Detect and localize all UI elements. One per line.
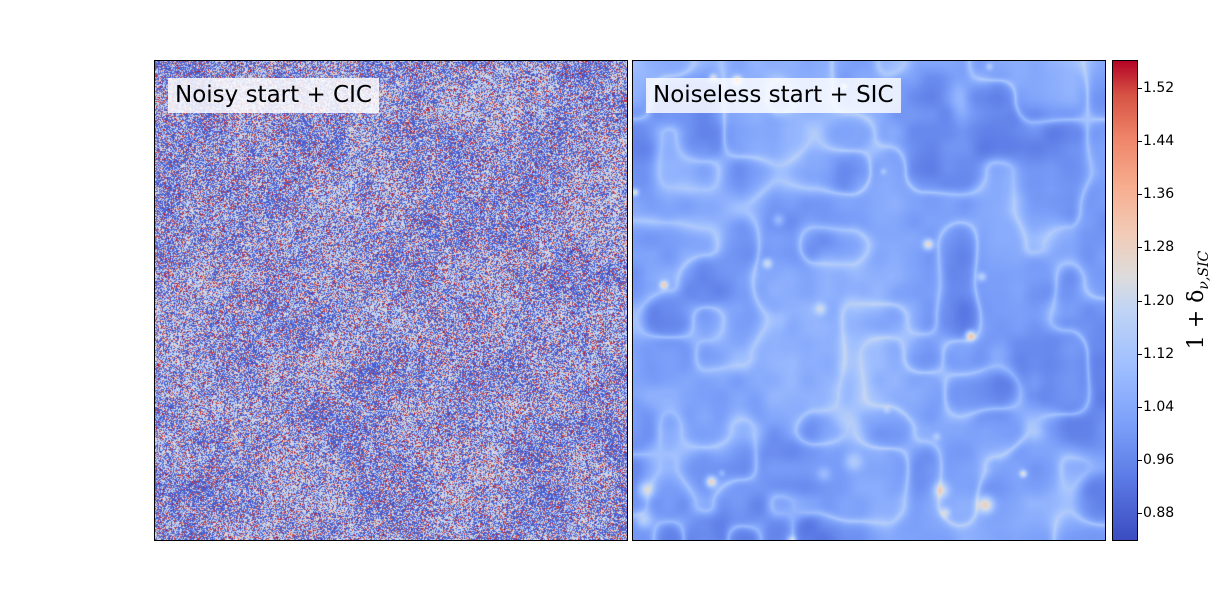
noisy-cic-panel: Noisy start + CIC: [154, 60, 628, 541]
colorbar: [1112, 60, 1138, 541]
colorbar-tick-label: 1.12: [1143, 345, 1175, 362]
colorbar-tick: [1137, 87, 1142, 89]
colorbar-tick: [1137, 513, 1142, 515]
colorbar-label: 1 + δν,SIC: [1183, 250, 1213, 350]
colorbar-tick-label: 0.96: [1143, 452, 1175, 469]
colorbar-tick-label: 1.44: [1143, 132, 1175, 149]
colorbar-tick-label: 1.04: [1143, 398, 1175, 415]
colorbar-tick-label: 1.20: [1143, 292, 1175, 309]
colorbar-tick: [1137, 194, 1142, 196]
panel-title-noiseless: Noiseless start + SIC: [646, 78, 901, 113]
colorbar-tick-label: 0.88: [1143, 505, 1175, 522]
noiseless-sic-panel: Noiseless start + SIC: [632, 60, 1106, 541]
colorbar-tick-label: 1.52: [1143, 79, 1175, 96]
colorbar-tick: [1137, 460, 1142, 462]
colorbar-tick: [1137, 140, 1142, 142]
panel-title-noisy: Noisy start + CIC: [168, 78, 379, 113]
smooth-density-map: [633, 61, 1105, 540]
colorbar-tick-label: 1.36: [1143, 186, 1175, 203]
colorbar-tick: [1137, 353, 1142, 355]
colorbar-tick: [1137, 247, 1142, 249]
noisy-density-map: [155, 61, 627, 540]
colorbar-tick: [1137, 406, 1142, 408]
colorbar-tick: [1137, 300, 1142, 302]
colorbar-tick-label: 1.28: [1143, 239, 1175, 256]
